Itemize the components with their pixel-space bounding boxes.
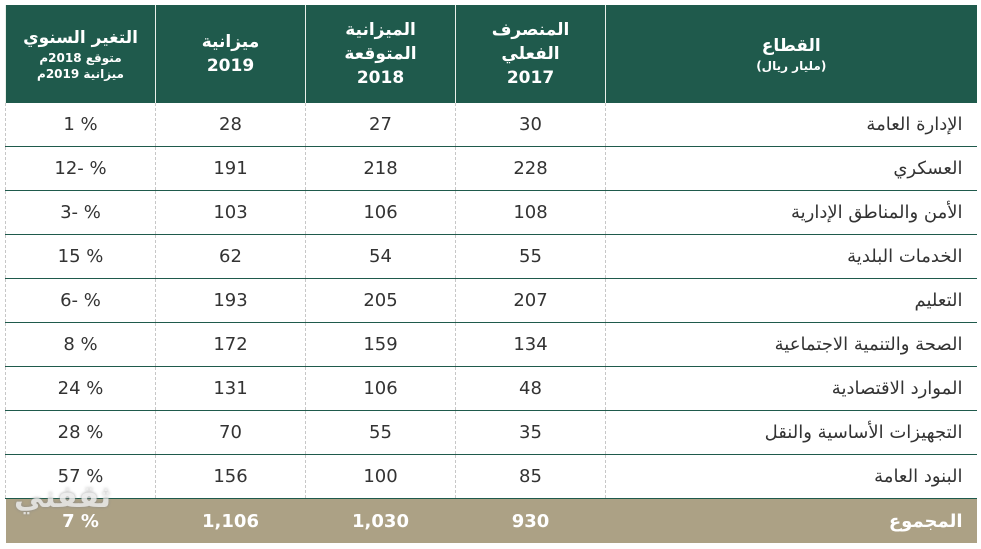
value-cell: 108 bbox=[455, 190, 606, 235]
value-cell: 48 bbox=[455, 366, 606, 411]
value-cell: 103 bbox=[155, 190, 306, 235]
header-cell: المنصرف الفعلي 2017 bbox=[455, 5, 606, 103]
table-row: الأمن والمناطق الإدارية 108 106 103 3- % bbox=[5, 190, 977, 235]
sector-cell: العسكري bbox=[605, 146, 977, 191]
value-cell: 228 bbox=[455, 146, 606, 191]
value-cell: 193 bbox=[155, 278, 306, 323]
table-row: الإدارة العامة 30 27 28 1 % bbox=[5, 103, 977, 147]
header-text: الميزانية bbox=[345, 20, 416, 40]
value-cell: 30 bbox=[455, 103, 606, 147]
watermark: ثقفني bbox=[14, 480, 112, 515]
value-cell: 930 bbox=[455, 498, 606, 543]
value-cell: 8 % bbox=[5, 322, 156, 367]
total-row: المجموع 930 1,030 1,106 7 % bbox=[5, 498, 977, 543]
header-cell: القطاع (مليار ريال) bbox=[605, 5, 977, 103]
value-cell: 57 % bbox=[5, 454, 156, 499]
value-cell: 1 % bbox=[5, 103, 156, 147]
sector-cell: الإدارة العامة bbox=[605, 103, 977, 147]
value-cell: 1,106 bbox=[155, 498, 306, 543]
value-cell: 207 bbox=[455, 278, 606, 323]
sector-cell: البنود العامة bbox=[605, 454, 977, 499]
header-text: ميزانية 2019م bbox=[37, 67, 124, 81]
value-cell: 106 bbox=[305, 366, 456, 411]
value-cell: 28 % bbox=[5, 410, 156, 455]
table-row: البنود العامة 85 100 156 57 % bbox=[5, 454, 977, 499]
header-text: 2019 bbox=[206, 56, 255, 76]
sector-cell: التعليم bbox=[605, 278, 977, 323]
value-cell: 100 bbox=[305, 454, 456, 499]
value-cell: 6- % bbox=[5, 278, 156, 323]
value-cell: 27 bbox=[305, 103, 456, 147]
table-row: التجهيزات الأساسية والنقل 35 55 70 28 % bbox=[5, 410, 977, 455]
sector-cell: الصحة والتنمية الاجتماعية bbox=[605, 322, 977, 367]
header-cell: ميزانية 2019 bbox=[155, 5, 306, 103]
value-cell: 131 bbox=[155, 366, 306, 411]
value-cell: 12- % bbox=[5, 146, 156, 191]
value-cell: 15 % bbox=[5, 234, 156, 279]
value-cell: 85 bbox=[455, 454, 606, 499]
budget-table: القطاع (مليار ريال) المنصرف الفعلي 2017 الميز… bbox=[5, 5, 977, 543]
value-cell: 156 bbox=[155, 454, 306, 499]
header-cell: التغير السنوي متوقع 2018م ميزانية 2019م bbox=[5, 5, 156, 103]
table-row: الصحة والتنمية الاجتماعية 134 159 172 8 % bbox=[5, 322, 977, 367]
header-cell: الميزانية المتوقعة 2018 bbox=[305, 5, 456, 103]
header-text: متوقع 2018م bbox=[39, 51, 122, 65]
value-cell: 70 bbox=[155, 410, 306, 455]
value-cell: 159 bbox=[305, 322, 456, 367]
value-cell: 191 bbox=[155, 146, 306, 191]
header-text: 2018 bbox=[356, 68, 405, 88]
value-cell: 54 bbox=[305, 234, 456, 279]
table-row: الخدمات البلدية 55 54 62 15 % bbox=[5, 234, 977, 279]
sector-cell: الخدمات البلدية bbox=[605, 234, 977, 279]
table-row: الموارد الاقتصادية 48 106 131 24 % bbox=[5, 366, 977, 411]
value-cell: 3- % bbox=[5, 190, 156, 235]
table-row: التعليم 207 205 193 6- % bbox=[5, 278, 977, 323]
sector-cell: الموارد الاقتصادية bbox=[605, 366, 977, 411]
header-text: المتوقعة bbox=[344, 44, 417, 64]
value-cell: 172 bbox=[155, 322, 306, 367]
value-cell: 24 % bbox=[5, 366, 156, 411]
header-text: 2017 bbox=[506, 68, 555, 88]
value-cell: 205 bbox=[305, 278, 456, 323]
header-text: ميزانية bbox=[201, 32, 260, 52]
value-cell: 55 bbox=[455, 234, 606, 279]
header-text: القطاع bbox=[761, 36, 821, 56]
value-cell: 55 bbox=[305, 410, 456, 455]
value-cell: 218 bbox=[305, 146, 456, 191]
header-text: المنصرف bbox=[491, 20, 570, 40]
value-cell: 134 bbox=[455, 322, 606, 367]
header-row: القطاع (مليار ريال) المنصرف الفعلي 2017 الميز… bbox=[5, 5, 977, 103]
header-text: التغير السنوي bbox=[23, 28, 138, 48]
value-cell: 106 bbox=[305, 190, 456, 235]
value-cell: 28 bbox=[155, 103, 306, 147]
sector-cell: المجموع bbox=[605, 498, 977, 543]
header-text: الفعلي bbox=[501, 44, 560, 64]
value-cell: 35 bbox=[455, 410, 606, 455]
table-body: الإدارة العامة 30 27 28 1 % العسكري 228 218 191 1… bbox=[5, 103, 977, 543]
value-cell: 7 % bbox=[5, 498, 156, 543]
table-row: العسكري 228 218 191 12- % bbox=[5, 146, 977, 191]
sector-cell: الأمن والمناطق الإدارية bbox=[605, 190, 977, 235]
value-cell: 62 bbox=[155, 234, 306, 279]
header-text: (مليار ريال) bbox=[756, 59, 827, 73]
value-cell: 1,030 bbox=[305, 498, 456, 543]
sector-cell: التجهيزات الأساسية والنقل bbox=[605, 410, 977, 455]
